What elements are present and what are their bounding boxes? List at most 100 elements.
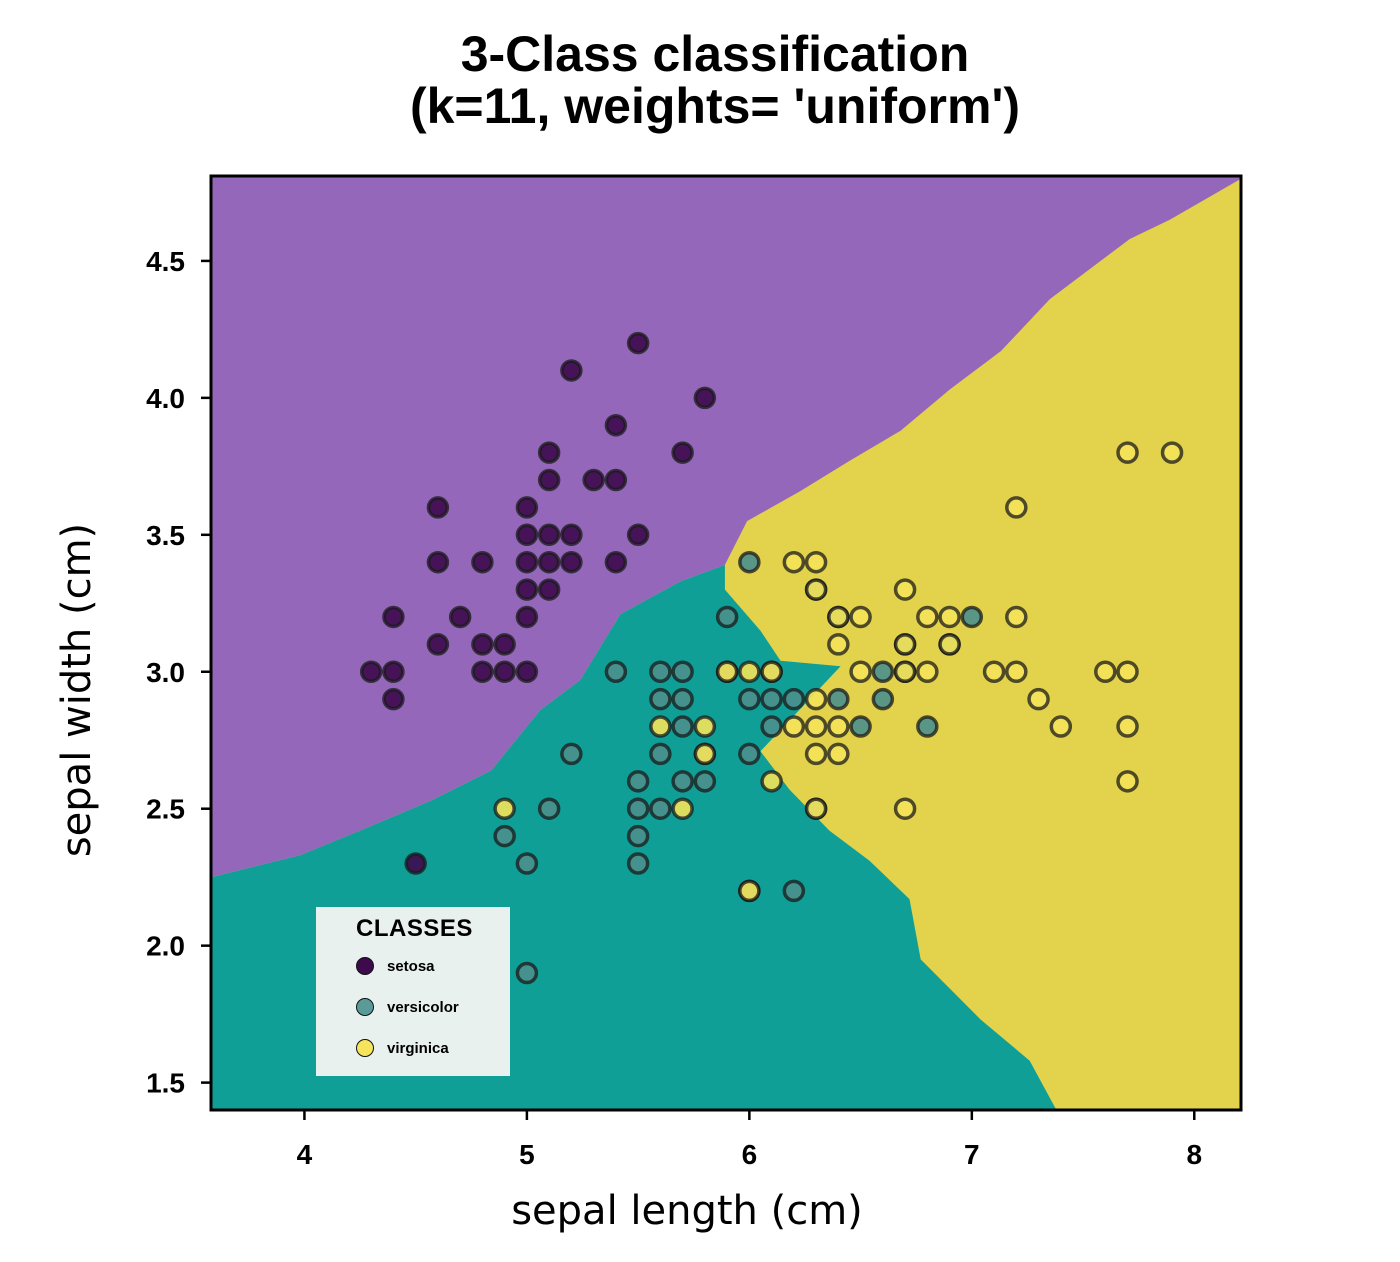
point-virginica <box>916 605 939 629</box>
chart-title-line-2: (k=11, weights= 'uniform') <box>409 78 1021 134</box>
legend-item-setosa: setosa <box>356 955 435 977</box>
point-virginica <box>827 715 850 738</box>
point-virginica <box>760 770 783 793</box>
point-virginica <box>738 879 761 903</box>
point-setosa <box>382 687 405 711</box>
point-setosa <box>515 605 539 629</box>
y-axis-ticks: 1.5 2.0 2.5 3.0 3.5 4.0 4.5 <box>146 246 211 1099</box>
point-setosa <box>515 550 539 574</box>
point-setosa <box>515 496 539 519</box>
point-versicolor <box>560 742 583 766</box>
y-tick-label: 4.5 <box>146 246 185 277</box>
x-axis-ticks: 4 5 6 7 8 <box>297 1110 1202 1170</box>
setosa-marker-icon <box>356 957 374 975</box>
x-tick-label: 8 <box>1186 1139 1202 1170</box>
point-setosa <box>604 413 628 437</box>
legend-title: CLASSES <box>356 915 473 942</box>
point-virginica <box>760 660 783 684</box>
point-virginica <box>1005 605 1028 629</box>
y-tick-label: 3.5 <box>146 520 185 551</box>
point-virginica <box>1005 660 1028 684</box>
point-virginica <box>782 715 806 738</box>
point-versicolor <box>760 687 783 711</box>
point-virginica <box>1049 715 1073 738</box>
point-setosa <box>537 578 561 601</box>
point-versicolor <box>671 660 694 684</box>
point-setosa <box>693 386 717 410</box>
point-virginica <box>1027 687 1050 711</box>
point-setosa <box>515 523 539 547</box>
point-versicolor <box>649 687 672 711</box>
point-versicolor <box>782 687 806 711</box>
point-setosa <box>626 523 650 547</box>
point-versicolor <box>871 687 895 711</box>
point-virginica <box>1160 441 1184 464</box>
x-tick-label: 7 <box>964 1139 980 1170</box>
x-axis-label: sepal length (cm) <box>511 1188 863 1234</box>
point-setosa <box>537 441 561 464</box>
virginica-marker-icon <box>356 1039 374 1057</box>
point-virginica <box>671 797 694 820</box>
point-setosa <box>426 496 450 519</box>
point-versicolor <box>738 687 761 711</box>
versicolor-marker-icon <box>356 998 374 1016</box>
point-setosa <box>582 468 605 492</box>
point-virginica <box>893 660 917 684</box>
point-virginica <box>804 715 828 738</box>
point-virginica <box>1005 496 1028 519</box>
point-setosa <box>560 550 583 574</box>
legend-label: virginica <box>387 1039 449 1057</box>
point-virginica <box>738 660 761 684</box>
point-virginica <box>827 605 850 629</box>
point-versicolor <box>738 550 761 574</box>
point-virginica <box>1116 770 1139 793</box>
point-virginica <box>493 797 516 820</box>
point-versicolor <box>960 605 984 629</box>
point-setosa <box>359 660 383 684</box>
point-versicolor <box>626 770 650 793</box>
point-versicolor <box>671 715 694 738</box>
point-virginica <box>1116 715 1139 738</box>
point-setosa <box>493 660 516 684</box>
x-tick-label: 5 <box>519 1139 535 1170</box>
point-setosa <box>560 359 583 382</box>
point-virginica <box>804 797 828 820</box>
point-virginica <box>693 742 717 766</box>
point-virginica <box>893 578 917 601</box>
point-versicolor <box>649 660 672 684</box>
plot-frame <box>209 174 1243 1112</box>
point-virginica <box>849 605 872 629</box>
point-setosa <box>404 852 427 875</box>
y-tick-label: 1.5 <box>146 1068 185 1099</box>
legend: CLASSES setosa versicolor virginica <box>316 907 510 1076</box>
point-setosa <box>493 633 516 656</box>
point-versicolor <box>916 715 939 738</box>
point-virginica <box>827 742 850 766</box>
point-virginica <box>1116 660 1139 684</box>
point-versicolor <box>671 687 694 711</box>
point-setosa <box>382 660 405 684</box>
region-setosa <box>211 176 1241 878</box>
point-virginica <box>693 715 717 738</box>
point-virginica <box>982 660 1006 684</box>
point-versicolor <box>626 824 650 848</box>
point-virginica <box>893 633 917 656</box>
point-setosa <box>471 550 494 574</box>
point-virginica <box>827 633 850 656</box>
point-versicolor <box>626 852 650 875</box>
point-setosa <box>626 331 650 355</box>
point-versicolor <box>849 715 872 738</box>
point-setosa <box>537 468 561 492</box>
legend-item-versicolor: versicolor <box>356 996 459 1018</box>
y-tick-label: 3.0 <box>146 657 185 688</box>
point-virginica <box>1116 441 1139 464</box>
point-versicolor <box>515 961 539 985</box>
y-axis-label: sepal width (cm) <box>54 523 100 857</box>
y-tick-label: 2.0 <box>146 931 185 962</box>
y-tick-label: 4.0 <box>146 383 185 414</box>
point-versicolor <box>671 770 694 793</box>
legend-item-virginica: virginica <box>356 1037 449 1059</box>
point-versicolor <box>782 879 806 903</box>
point-setosa <box>426 550 450 574</box>
